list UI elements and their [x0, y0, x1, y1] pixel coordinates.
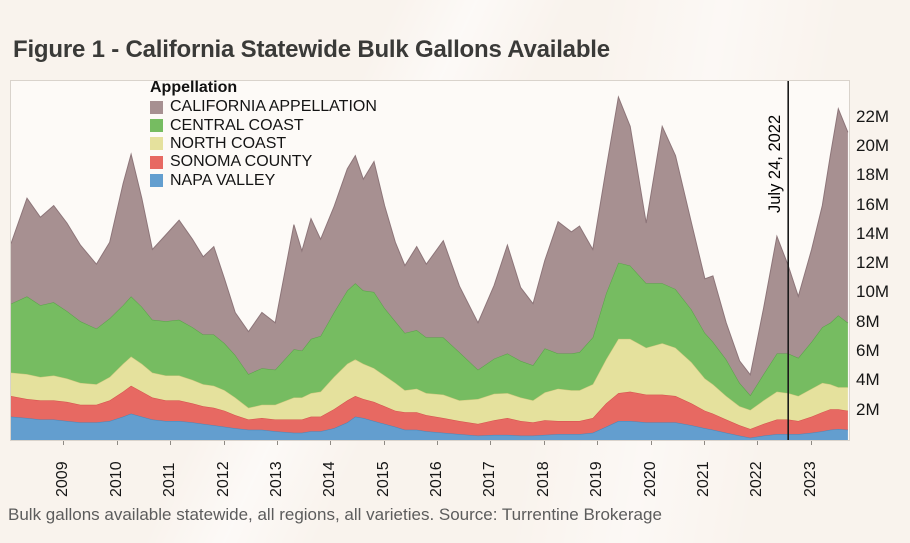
x-axis-tick-label: 2018 [534, 461, 552, 497]
chart-legend: Appellation CALIFORNIA APPELLATION CENTRA… [150, 79, 377, 190]
area-central-coast [11, 262, 848, 410]
area-outline [11, 95, 849, 376]
legend-item: SONOMA COUNTY [150, 153, 377, 171]
x-axis-tick-label: 2021 [694, 461, 712, 497]
legend-items: CALIFORNIA APPELLATION CENTRAL COAST NORTH… [150, 98, 377, 190]
x-axis-tick-label: 2017 [481, 461, 499, 497]
legend-swatch-icon [150, 137, 163, 151]
x-axis-tick [116, 441, 118, 445]
legend-swatch-icon [150, 119, 163, 133]
plot-box [10, 80, 850, 441]
y-axis-tick-label: 6M [856, 341, 880, 361]
stacked-area-chart [11, 81, 849, 440]
legend-item: NAPA VALLEY [150, 172, 377, 190]
x-axis-tick [170, 441, 172, 445]
legend-swatch-icon [150, 100, 163, 114]
y-axis-tick-label: 16M [856, 194, 890, 214]
x-axis-tick [437, 441, 438, 445]
x-axis-tick [810, 441, 812, 445]
x-axis-tick-label: 2022 [748, 461, 766, 497]
area-north-coast [11, 338, 848, 429]
legend-item: CALIFORNIA APPELLATION [150, 98, 377, 116]
x-axis-tick [597, 441, 599, 445]
legend-title: Appellation [150, 79, 238, 96]
legend-item-label: CENTRAL COAST [170, 116, 304, 134]
area-napa-valley [11, 413, 848, 440]
x-axis-tick [543, 441, 545, 445]
x-axis-tick [383, 441, 385, 445]
x-axis-tick-label: 2015 [374, 461, 392, 497]
y-axis-tick-label: 8M [856, 311, 880, 331]
figure-title: Figure 1 - California Statewide Bulk Gal… [13, 36, 610, 63]
y-axis-tick-label: 10M [856, 282, 890, 302]
x-axis-tick [703, 441, 705, 445]
x-axis-tick [223, 441, 225, 445]
x-axis-tick-label: 2013 [267, 461, 285, 497]
legend-item-label: NAPA VALLEY [170, 171, 276, 189]
legend-item: CENTRAL COAST [150, 116, 377, 134]
legend-item-label: NORTH COAST [170, 134, 287, 152]
annotation-date-label: July 24, 2022 [766, 114, 784, 213]
x-axis-tick-label: 2023 [801, 461, 819, 497]
area-sonoma-county [11, 385, 848, 438]
x-axis-tick-label: 2016 [428, 461, 445, 497]
y-axis-tick-label: 18M [856, 165, 890, 185]
area-california-appellation [11, 97, 848, 396]
legend-item-label: SONOMA COUNTY [170, 153, 313, 171]
y-axis-tick-label: 14M [856, 223, 890, 243]
x-axis-tick-label: 2012 [214, 461, 232, 497]
x-axis-tick [490, 441, 492, 445]
legend-item: NORTH COAST [150, 135, 377, 153]
x-axis-tick [276, 441, 278, 445]
legend-swatch-icon [150, 155, 163, 169]
y-axis-tick-label: 22M [856, 106, 890, 126]
y-axis-tick-label: 4M [856, 370, 880, 390]
y-axis-tick-label: 2M [856, 399, 880, 419]
x-axis-tick-label: 2011 [161, 462, 179, 497]
x-axis-tick [330, 441, 332, 445]
y-axis-tick-label: 20M [856, 135, 890, 155]
legend-swatch-icon [150, 174, 163, 188]
x-axis-tick-label: 2019 [588, 461, 606, 497]
x-axis-tick [757, 441, 759, 445]
x-axis-tick-label: 2020 [641, 461, 659, 497]
figure-caption: Bulk gallons available statewide, all re… [8, 505, 662, 524]
x-axis-tick-label: 2009 [54, 461, 72, 497]
legend-item-label: CALIFORNIA APPELLATION [170, 98, 377, 116]
x-axis-tick-label: 2014 [321, 461, 339, 497]
y-axis-tick-label: 12M [856, 253, 890, 273]
x-axis-tick [650, 441, 652, 445]
x-axis-tick-label: 2010 [107, 461, 125, 497]
x-axis-tick [63, 441, 65, 445]
